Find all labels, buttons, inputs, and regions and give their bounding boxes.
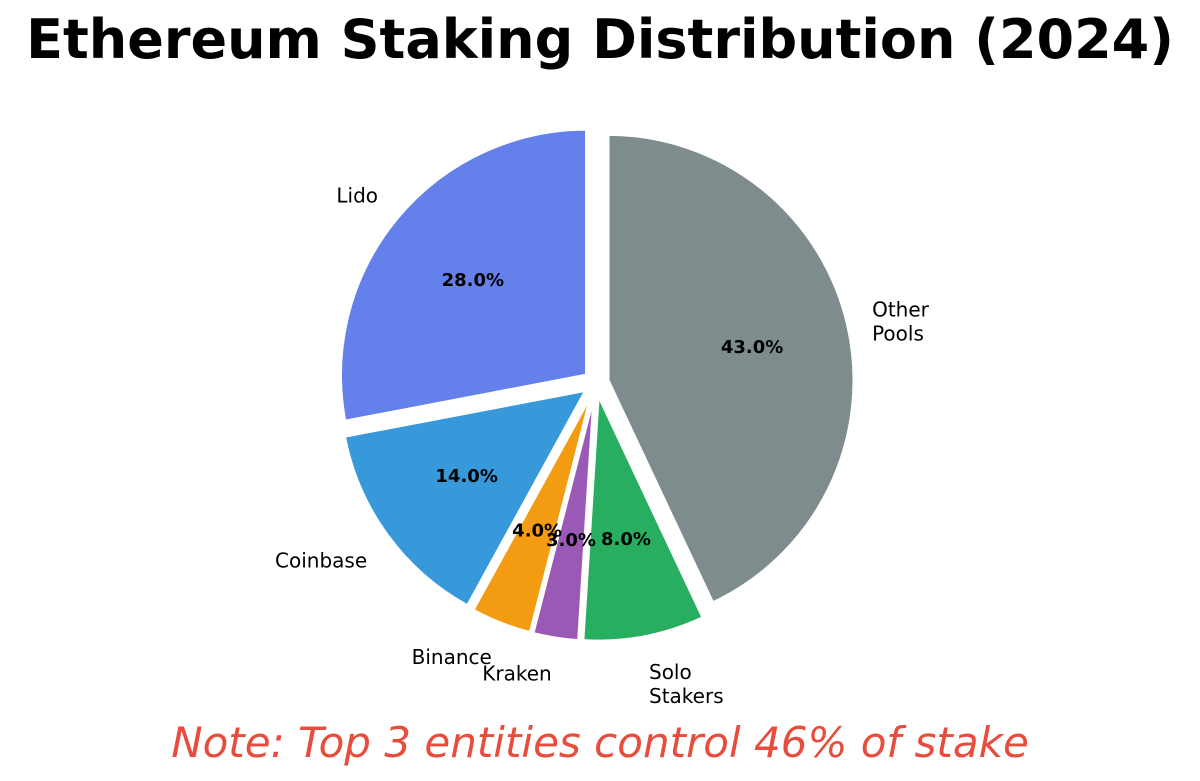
category-label-lido: Lido [336,184,378,208]
pct-label: 28.0% [442,270,504,291]
pie-slice-other-pools [606,132,856,605]
category-label-solo-stakers: Solo Stakers [649,660,724,708]
pie-slice-solo-stakers [581,394,706,643]
category-label-other-pools: Other Pools [872,297,930,345]
pie-slice-kraken [531,394,596,643]
category-label-coinbase: Coinbase [275,548,367,572]
footnote: Note: Top 3 entities control 46% of stak… [171,718,1029,767]
pie-slice-binance [470,393,593,635]
chart-title: Ethereum Staking Distribution (2024) [26,8,1174,71]
category-label-kraken: Kraken [482,661,551,685]
pie-slices [339,127,856,643]
pie-slice-coinbase [342,388,589,608]
pie-labels: 28.0% Lido 14.0% Coinbase 4.0% Binance 3.0% Kra… [275,184,930,708]
pct-label: 14.0% [435,466,497,487]
pct-label: 8.0% [601,529,651,550]
pct-label: 43.0% [721,337,783,358]
pct-label: 3.0% [546,530,596,551]
pie-slice-lido [339,127,589,424]
category-label-binance: Binance [412,645,492,669]
pct-label: 4.0% [512,521,562,542]
